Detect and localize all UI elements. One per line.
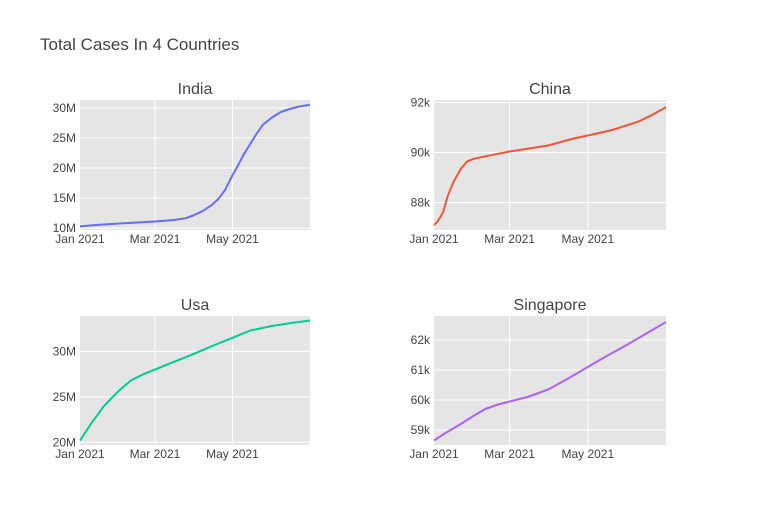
y-tick-label: 61k bbox=[411, 363, 431, 377]
y-tick-label: 20M bbox=[53, 435, 76, 449]
x-tick-label: May 2021 bbox=[561, 447, 614, 461]
y-tick-label: 20M bbox=[53, 161, 76, 175]
x-tick-label: Mar 2021 bbox=[484, 447, 535, 461]
subplot-usa: 20M 25M 30M Jan 2021 Mar 2021 May 2021 Usa bbox=[53, 297, 311, 461]
y-tick-label: 10M bbox=[53, 221, 76, 235]
chart-title: Total Cases In 4 Countries bbox=[40, 35, 239, 54]
subplot-title: Usa bbox=[181, 297, 210, 314]
plot-area bbox=[434, 316, 666, 445]
subplot-singapore: 59k 60k 61k 62k Jan 2021 Mar 2021 May 2021 Sing… bbox=[409, 297, 667, 461]
y-tick-label: 30M bbox=[53, 101, 76, 115]
subplot-title: India bbox=[178, 81, 213, 98]
plot-area bbox=[80, 316, 310, 445]
y-tick-label: 88k bbox=[411, 196, 431, 210]
x-tick-label: Mar 2021 bbox=[484, 232, 535, 246]
series-line-singapore bbox=[433, 321, 667, 442]
y-tick-label: 59k bbox=[411, 423, 431, 437]
y-tick-label: 25M bbox=[53, 390, 76, 404]
x-tick-label: Jan 2021 bbox=[409, 232, 459, 246]
y-tick-label: 92k bbox=[411, 96, 431, 110]
x-tick-label: May 2021 bbox=[206, 447, 259, 461]
subplot-grid: 10M 15M 20M 25M 30M Jan 2021 Mar 2021 May 2021 I… bbox=[53, 81, 667, 461]
y-tick-label: 15M bbox=[53, 191, 76, 205]
y-tick-label: 62k bbox=[411, 333, 431, 347]
x-tick-label: Mar 2021 bbox=[130, 232, 181, 246]
y-tick-label: 30M bbox=[53, 344, 76, 358]
series-line-india bbox=[79, 103, 311, 228]
plot-area bbox=[434, 100, 666, 230]
series-line-china bbox=[433, 106, 667, 226]
subplot-india: 10M 15M 20M 25M 30M Jan 2021 Mar 2021 May 2021 I… bbox=[53, 81, 311, 246]
series-line-usa bbox=[79, 319, 311, 442]
plot-area bbox=[80, 100, 310, 230]
subplot-title: China bbox=[529, 81, 571, 98]
subplot-china: 88k 90k 92k Jan 2021 Mar 2021 May 2021 China bbox=[409, 81, 667, 246]
y-tick-label: 60k bbox=[411, 393, 431, 407]
x-tick-label: Mar 2021 bbox=[130, 447, 181, 461]
x-tick-label: Jan 2021 bbox=[55, 232, 105, 246]
x-tick-label: Jan 2021 bbox=[55, 447, 105, 461]
y-tick-label: 90k bbox=[411, 146, 431, 160]
x-tick-label: May 2021 bbox=[206, 232, 259, 246]
x-tick-label: Jan 2021 bbox=[409, 447, 459, 461]
y-tick-label: 25M bbox=[53, 131, 76, 145]
subplot-title: Singapore bbox=[514, 297, 587, 314]
x-tick-label: May 2021 bbox=[561, 232, 614, 246]
